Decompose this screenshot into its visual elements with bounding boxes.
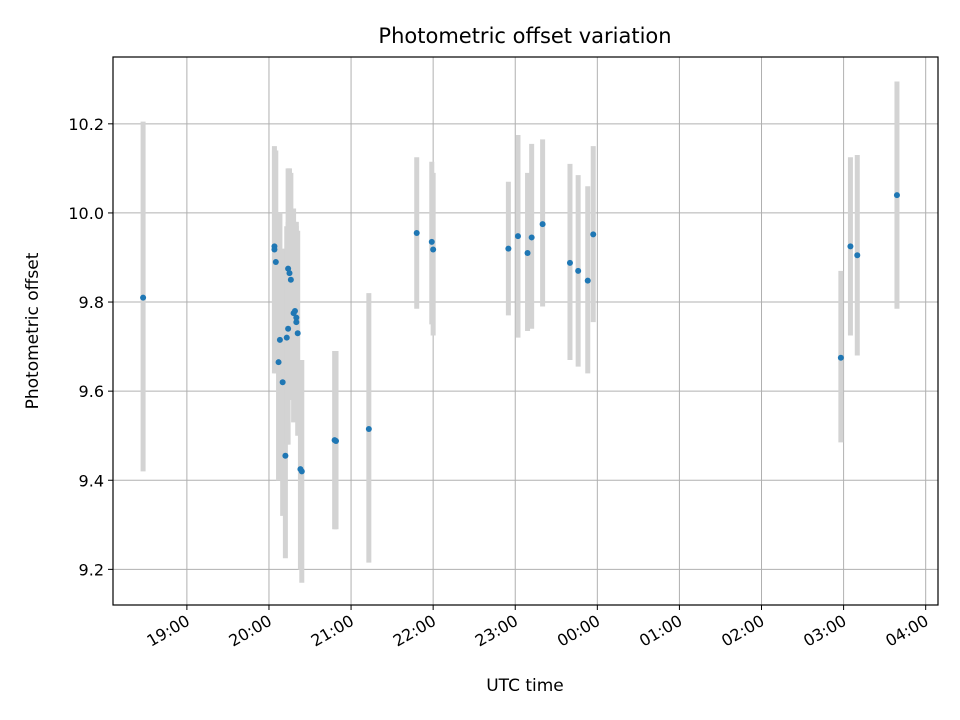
y-tick-label: 9.8 — [79, 293, 104, 312]
x-tick-label: 03:00 — [800, 611, 849, 651]
data-point — [539, 221, 546, 228]
x-tick-label: 19:00 — [143, 611, 192, 651]
data-point — [528, 234, 535, 241]
data-point — [275, 359, 282, 366]
data-point — [287, 276, 294, 283]
x-tick-label: 23:00 — [472, 611, 521, 651]
data-point — [286, 270, 293, 277]
data-point — [282, 452, 289, 459]
chart-title: Photometric offset variation — [378, 24, 671, 48]
data-point — [566, 259, 573, 266]
y-axis-label: Photometric offset — [23, 252, 43, 409]
data-point — [293, 314, 300, 321]
x-axis: 19:00 20:00 21:00 22:00 23:00 00:00 01:00 02:00… — [143, 605, 932, 651]
data-point — [837, 354, 844, 361]
data-point — [293, 319, 300, 326]
x-tick-label: 21:00 — [308, 611, 357, 651]
data-point — [590, 231, 597, 238]
plot-frame — [112, 56, 939, 606]
data-points — [140, 192, 900, 475]
data-point — [333, 438, 340, 445]
data-point — [298, 468, 305, 475]
data-point — [294, 330, 301, 337]
y-tick-label: 9.2 — [79, 560, 104, 579]
data-point — [428, 238, 435, 245]
data-point — [283, 334, 290, 341]
data-point — [279, 379, 286, 386]
data-point — [413, 229, 420, 236]
x-tick-label: 20:00 — [226, 611, 275, 651]
data-point — [893, 192, 900, 199]
x-tick-label: 02:00 — [718, 611, 767, 651]
data-point — [854, 252, 861, 259]
data-point — [524, 250, 531, 257]
x-tick-label: 22:00 — [390, 611, 439, 651]
x-tick-label: 01:00 — [636, 611, 685, 651]
data-point — [430, 246, 437, 253]
y-axis: 9.2 9.4 9.6 9.8 10.0 10.2 — [68, 115, 113, 579]
data-point — [272, 258, 279, 265]
x-tick-label: 04:00 — [882, 611, 931, 651]
data-point — [575, 267, 582, 274]
data-point — [140, 294, 147, 301]
error-bars — [140, 81, 900, 583]
y-tick-label: 10.0 — [68, 204, 104, 223]
data-point — [584, 277, 591, 284]
data-point — [365, 426, 372, 433]
data-point — [276, 336, 283, 343]
y-tick-label: 10.2 — [68, 115, 104, 134]
y-tick-label: 9.6 — [79, 382, 104, 401]
data-point — [505, 245, 512, 252]
y-tick-label: 9.4 — [79, 471, 104, 490]
x-tick-label: 00:00 — [554, 611, 603, 651]
data-point — [514, 233, 521, 240]
x-axis-label: UTC time — [486, 676, 564, 696]
data-point — [291, 307, 298, 314]
data-point — [271, 246, 278, 253]
data-point — [847, 243, 854, 250]
data-point — [285, 325, 292, 332]
